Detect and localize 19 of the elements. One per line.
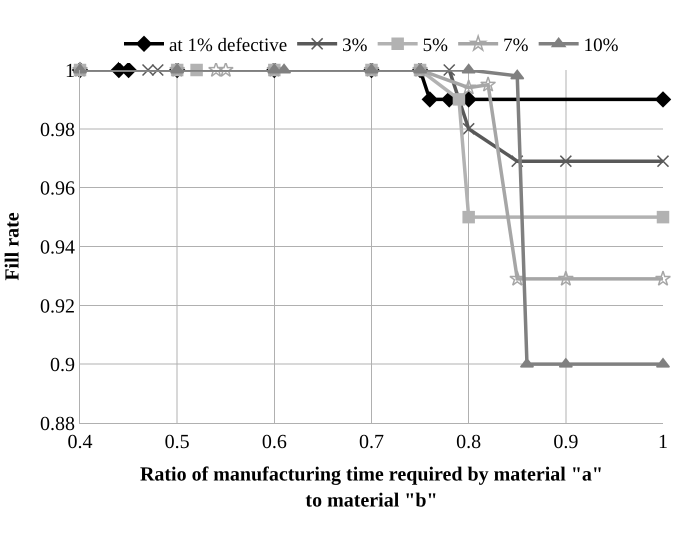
x-tick-label: 1 <box>658 431 668 453</box>
y-tick-label: 0.9 <box>50 354 75 376</box>
y-tick-label: 1 <box>65 60 75 82</box>
y-tick-label: 0.92 <box>40 295 75 318</box>
y-tick-label: 0.98 <box>40 118 75 141</box>
y-tick-label: 0.96 <box>40 178 75 200</box>
x-tick-label: 0.8 <box>456 431 482 453</box>
x-tick-label: 0.6 <box>262 431 287 453</box>
legend-label: 7% <box>503 35 529 56</box>
legend-label: at 1% defective <box>169 35 288 56</box>
y-tick-label: 0.94 <box>40 236 75 258</box>
x-axis-title: Ratio of manufacturing time required by material "a" to material "b" <box>140 464 604 512</box>
legend-label: 5% <box>422 35 448 56</box>
legend-label: 3% <box>342 35 368 56</box>
x-tick-label: 0.9 <box>553 431 578 453</box>
x-tick-label: 0.7 <box>359 431 384 453</box>
legend-label: 10% <box>584 35 619 56</box>
x-tick-label: 0.5 <box>164 431 190 453</box>
y-axis-title: Fill rate <box>2 212 24 281</box>
